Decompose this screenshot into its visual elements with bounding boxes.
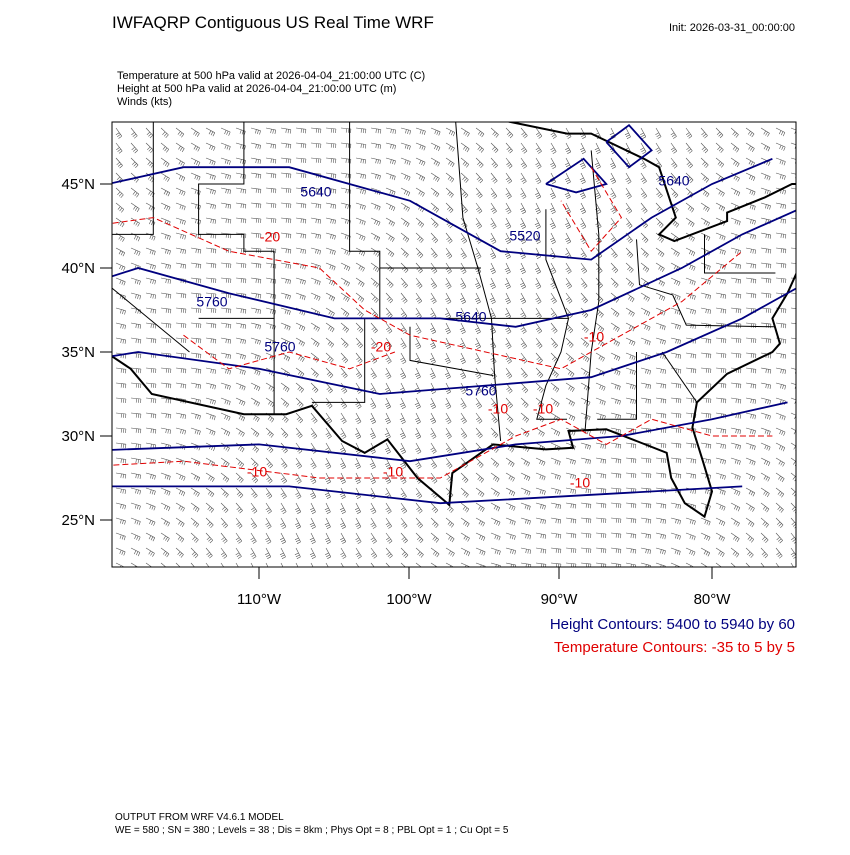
temperature-label: -20 bbox=[371, 339, 391, 355]
state-line bbox=[597, 352, 636, 419]
field-line: Temperature at 500 hPa valid at 2026-04-… bbox=[117, 70, 425, 82]
temperature-legend: Temperature Contours: -35 to 5 by 5 bbox=[554, 639, 795, 656]
height-label: 5640 bbox=[658, 173, 689, 189]
lat-label: 30°N bbox=[61, 428, 95, 445]
height-label: 5520 bbox=[509, 228, 540, 244]
temperature-label: -10 bbox=[383, 464, 403, 480]
temperature-label: -10 bbox=[247, 464, 267, 480]
lon-label: 110°W bbox=[237, 591, 282, 608]
state-line bbox=[662, 352, 697, 402]
footer-line: WE = 580 ; SN = 380 ; Levels = 38 ; Dis … bbox=[115, 825, 509, 836]
height-contour bbox=[33, 402, 788, 461]
height-contour bbox=[33, 201, 818, 327]
title: IWFAQRP Contiguous US Real Time WRF bbox=[112, 13, 434, 32]
height-label: 5760 bbox=[465, 383, 496, 399]
height-label: 5640 bbox=[455, 309, 486, 325]
map: 5640 5640 5520 5760 5640 5760 5760 -20 -20 -10 -10… bbox=[33, 117, 850, 574]
field-line: Height at 500 hPa valid at 2026-04-04_21… bbox=[117, 83, 396, 95]
height-legend: Height Contours: 5400 to 5940 by 60 bbox=[550, 616, 795, 633]
lat-label: 25°N bbox=[61, 512, 95, 529]
lon-label: 80°W bbox=[694, 591, 732, 608]
height-label: 5760 bbox=[264, 339, 295, 355]
height-label: 5760 bbox=[196, 294, 227, 310]
state-line bbox=[312, 117, 380, 403]
height-label: 5640 bbox=[300, 184, 331, 200]
lon-label: 90°W bbox=[541, 591, 579, 608]
field-line: Winds (kts) bbox=[117, 96, 172, 108]
lat-label: 35°N bbox=[61, 344, 95, 361]
lat-label: 40°N bbox=[61, 260, 95, 277]
temperature-label: -10 bbox=[533, 401, 553, 417]
temperature-label: -20 bbox=[260, 229, 280, 245]
init-time: Init: 2026-03-31_00:00:00 bbox=[669, 22, 795, 34]
temperature-label: -10 bbox=[584, 329, 604, 345]
temperature-contour bbox=[561, 167, 621, 251]
temperature-label: -10 bbox=[570, 475, 590, 491]
lon-label: 100°W bbox=[386, 591, 432, 608]
wind-barbs bbox=[116, 128, 801, 574]
footer-line: OUTPUT FROM WRF V4.6.1 MODEL bbox=[115, 812, 284, 823]
lat-label: 45°N bbox=[61, 176, 95, 193]
temperature-label: -10 bbox=[488, 401, 508, 417]
